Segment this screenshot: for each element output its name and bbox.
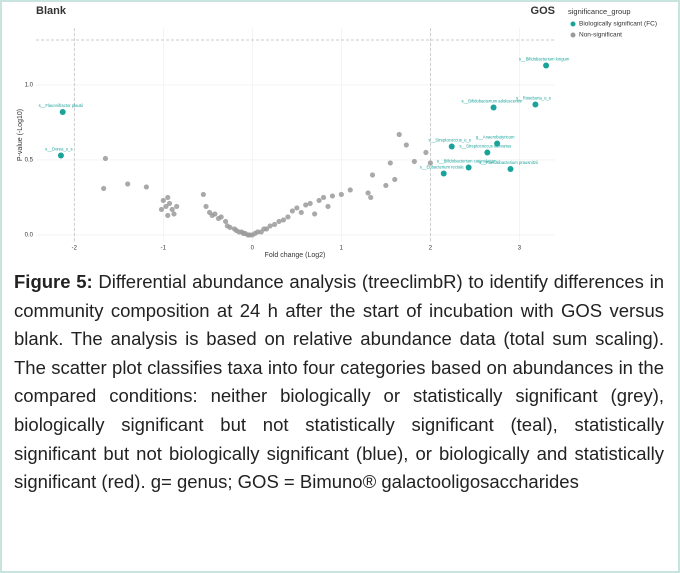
point [507, 165, 514, 172]
point [411, 158, 417, 165]
point [57, 152, 64, 159]
caption: Figure 5: Differential abundance analysi… [14, 268, 664, 497]
point [203, 203, 209, 210]
point-label: s__Faecalibacterium prausnitzii [479, 160, 538, 165]
point [212, 211, 218, 217]
legend-swatch [570, 32, 576, 38]
point [174, 203, 180, 210]
x-tick-label: -1 [161, 246, 167, 252]
x-tick-label: 1 [340, 246, 344, 252]
y-tick-label: 0.0 [25, 233, 34, 239]
point [440, 170, 447, 177]
point [160, 197, 166, 204]
point [448, 143, 455, 150]
point [101, 185, 107, 192]
y-tick-label: 0.5 [25, 158, 34, 164]
point [532, 101, 539, 108]
point [267, 223, 273, 229]
point [271, 221, 278, 228]
x-tick-label: 3 [518, 246, 522, 252]
point-label: s__Bifidobacterium adolescentis [462, 99, 522, 104]
x-tick-label: 0 [251, 246, 255, 252]
point [163, 203, 169, 210]
point [125, 181, 131, 187]
y-axis-label: P-value (-Log10) [17, 109, 24, 161]
point [396, 131, 402, 138]
legend-title: significance_group [568, 7, 631, 16]
point-label: s__Dorea_u_s [45, 147, 72, 152]
point-label: s__Bifidobacterium longum [519, 57, 570, 62]
point [465, 164, 472, 171]
point [169, 206, 175, 213]
point [218, 214, 224, 220]
point [423, 149, 429, 156]
x-axis-label: Fold change (Log2) [265, 252, 326, 259]
point [143, 184, 149, 190]
y-tick-label: 1.0 [25, 83, 34, 89]
point [392, 176, 398, 183]
point [280, 217, 287, 223]
strip-label: GOS [531, 5, 555, 17]
point [347, 187, 353, 193]
legend-label: Non-significant [579, 32, 622, 39]
point-label: s__Streptococcus_u_s [429, 138, 471, 143]
point [387, 160, 393, 166]
point [223, 218, 229, 225]
point [263, 226, 270, 232]
caption-text: Differential abundance analysis (treecli… [14, 271, 664, 493]
point [320, 194, 327, 201]
point [368, 194, 374, 201]
point-label: s__Eubacterium rectale [420, 165, 465, 170]
chart: Blank GOS Fold change (Log2) P-value (-L… [17, 5, 657, 259]
point [543, 62, 550, 69]
x-tick-label: 2 [429, 246, 433, 252]
point [325, 203, 331, 210]
point-label: g__Anaerobutyricum [476, 135, 515, 140]
point [298, 209, 304, 216]
point [312, 211, 318, 217]
point [102, 155, 109, 162]
x-tick-label: -2 [72, 246, 78, 252]
point [276, 218, 282, 225]
point [294, 205, 300, 211]
legend-label: Biologically significant (FC) [579, 21, 657, 28]
point-label: s__Bifidobacterium catenulatum [437, 159, 497, 164]
point-label: s__Streptococcus salivarius [459, 144, 511, 149]
point [383, 182, 389, 189]
point [303, 202, 309, 208]
point [171, 211, 177, 217]
point [59, 108, 66, 115]
point [490, 104, 497, 111]
caption-label: Figure 5: [14, 271, 93, 292]
point [307, 200, 313, 207]
point-label: s__Flavonifractor plautii [39, 103, 83, 108]
point [255, 229, 261, 235]
point [338, 191, 344, 198]
point [329, 193, 336, 199]
point [427, 160, 433, 166]
point [316, 197, 322, 204]
point [165, 212, 171, 219]
point-label: s__Roseburia_u_s [516, 96, 551, 101]
legend-swatch [570, 21, 576, 27]
point [484, 149, 491, 156]
point [285, 214, 291, 220]
point [365, 190, 371, 196]
point [158, 206, 165, 213]
point [165, 194, 171, 201]
point [166, 200, 173, 207]
point [494, 140, 501, 147]
point [227, 224, 233, 231]
point [403, 142, 409, 148]
strip-label: Blank [36, 5, 67, 17]
point [200, 191, 206, 198]
point [289, 208, 295, 214]
point [369, 172, 376, 178]
